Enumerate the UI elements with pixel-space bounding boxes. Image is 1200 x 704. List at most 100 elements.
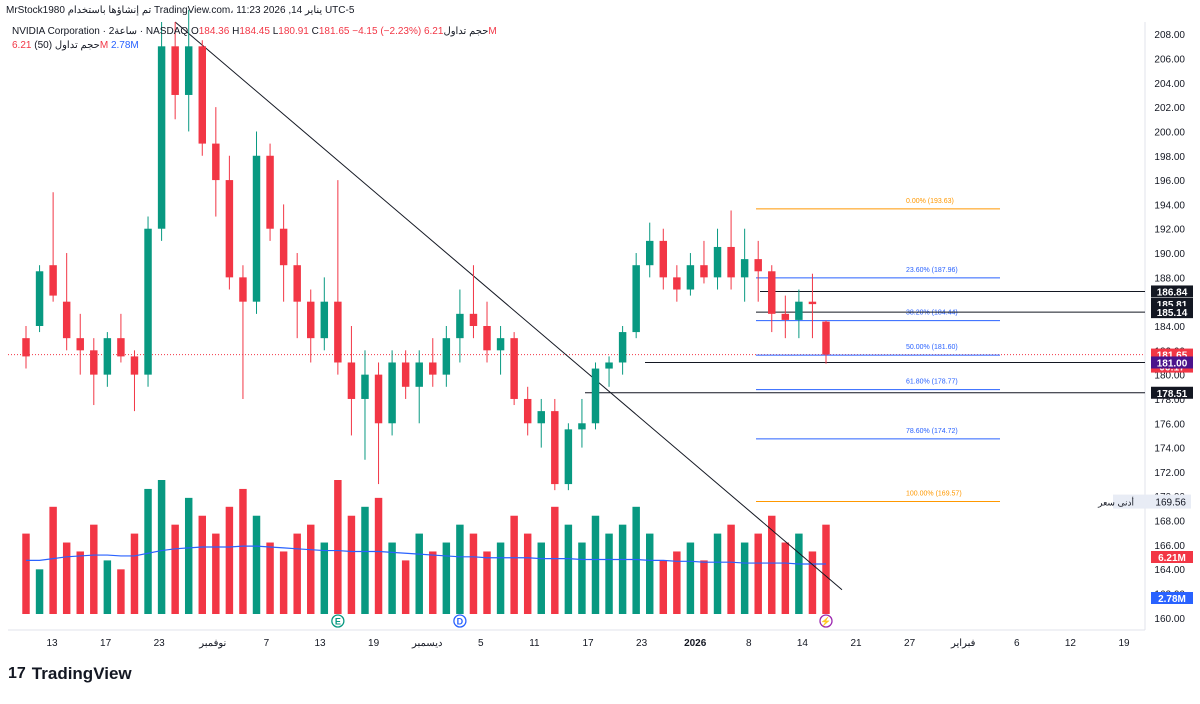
candle-body [130,356,139,375]
volume-tag-label: 2.78M [1158,594,1186,605]
x-tick-label: 27 [904,638,916,649]
candle-body [388,362,396,424]
volume-bar [334,480,342,614]
volume-bar [90,524,98,614]
candle-body [117,338,125,357]
fib-level-label: 61.80% (178.77) [906,379,958,386]
tradingview-logo-icon: 17 [8,665,26,682]
x-tick-label: 11 [529,638,540,649]
volume-bar [252,515,261,614]
candle-body [632,265,640,333]
candle-body [22,338,30,357]
volume-bar [157,480,166,614]
tradingview-wordmark: TradingView [31,664,132,683]
candle-body [496,338,505,351]
x-tick-label: 5 [478,638,484,649]
candle-body [605,362,613,369]
volume-bar [293,533,301,614]
volume-bar [551,506,559,614]
volume-bar [618,524,627,614]
candle-body [320,301,329,339]
candle-body [49,265,57,296]
volume-bar [49,506,57,614]
volume-bar [76,551,84,614]
candle-body [618,332,627,363]
trendline [174,21,843,591]
candle-body [483,326,491,351]
volume-ma-value-2: 2.78M [110,40,139,51]
y-tick-label: 174.00 [1154,444,1185,455]
y-tick-label: 200.00 [1154,127,1185,138]
volume-bar [117,569,125,614]
volume-bar [130,533,139,614]
volume-tag-bg [1151,551,1193,563]
volume-bar [740,542,749,614]
volume-bar [307,524,315,614]
volume-ma-line: حجم تداول (50) 6.21M 2.78M [12,40,139,51]
candle-body [361,374,369,399]
volume-bar [510,515,518,614]
y-tick-label: 208.00 [1154,30,1185,41]
x-tick-label: 21 [850,638,862,649]
event-marker-icon [453,614,467,628]
candle-body [469,313,478,326]
volume-bar [103,560,112,614]
volume-bar [795,533,803,614]
y-tick-label: 166.00 [1154,541,1185,552]
volume-bar [768,515,776,614]
x-tick-label: 13 [46,638,58,649]
y-tick-label: 172.00 [1154,468,1185,479]
volume-bar [483,551,491,614]
candle-body [374,374,383,424]
price-tag-bg [1151,285,1193,298]
volume-bar [415,533,423,614]
candle-body [781,313,790,320]
y-tick-label: 206.00 [1154,54,1185,65]
volume-bar [727,524,735,614]
tradingview-brand[interactable]: 17 TradingView [8,664,132,684]
symbol-name[interactable]: NVIDIA Corporation · 2ساعة · NASDAQ [12,26,189,37]
volume-bar [212,533,220,614]
volume-bar [401,560,410,614]
candle-body [686,265,695,290]
volume-bar [171,524,179,614]
price-tag-bg [1151,356,1193,369]
candle-body [212,143,220,181]
volume-bar [686,542,695,614]
fib-level-label: 0.00% (193.63) [906,198,954,205]
price-tag-label: 181.00 [1157,358,1188,369]
candle-body [537,411,545,424]
volume-bar [239,488,247,614]
candle-body [198,46,206,144]
volume-bar [388,542,396,614]
x-tick-label: 12 [1065,638,1077,649]
volume-ma-label[interactable]: حجم تداول (50) [34,40,100,51]
candle-body [510,338,518,399]
x-tick-label: 19 [1118,638,1130,649]
event-marker-letter: D [457,617,464,627]
fib-level-label: 100.00% (169.57) [906,490,962,497]
candle-body [401,362,410,387]
candle-body [266,155,274,229]
y-tick-label: 188.00 [1154,273,1185,284]
volume-bar [496,542,505,614]
candle-body [171,46,179,95]
event-marker-icon [331,614,345,628]
volume-bar [442,542,451,614]
candle-body [157,46,166,229]
price-tag-bg [1151,306,1193,319]
y-tick-label: 168.00 [1154,517,1185,528]
volume-bar [673,551,681,614]
x-tick-label: 7 [264,638,270,649]
high-value: 184.45 [239,26,270,37]
event-marker-icon [819,614,833,628]
volume-tag-label: 6.21M [1158,553,1186,564]
y-tick-label: 184.00 [1154,322,1185,333]
candle-body [822,321,830,355]
candle-body [795,301,803,320]
price-tag-label: 185.14 [1157,308,1188,319]
candle-body [456,313,464,339]
y-tick-label: 192.00 [1154,225,1185,236]
